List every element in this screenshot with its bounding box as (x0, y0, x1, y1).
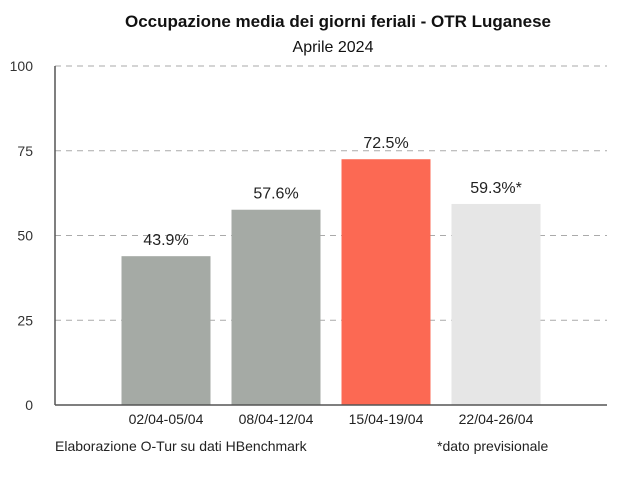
bar (121, 256, 211, 405)
x-tick-label: 22/04-26/04 (459, 411, 534, 427)
y-axis-ticks: 0 25 50 75 100 (10, 58, 34, 413)
x-tick-label: 08/04-12/04 (239, 411, 314, 427)
data-label: 57.6% (253, 186, 298, 203)
y-tick-label: 25 (17, 312, 33, 328)
y-tick-label: 75 (17, 143, 33, 159)
x-axis-ticks: 02/04-05/04 08/04-12/04 15/04-19/04 22/04-2… (129, 411, 534, 427)
data-labels: 43.9% 57.6% 72.5% 59.3%* (143, 135, 521, 249)
source-note: Elaborazione O-Tur su dati HBenchmark (55, 438, 308, 454)
y-tick-label: 100 (10, 58, 34, 74)
y-tick-label: 50 (17, 228, 33, 244)
y-tick-label: 0 (25, 397, 33, 413)
bar (451, 203, 541, 405)
forecast-note: *dato previsionale (437, 438, 549, 454)
chart-subtitle: Aprile 2024 (293, 39, 374, 56)
data-label: 43.9% (143, 232, 188, 249)
x-tick-label: 02/04-05/04 (129, 411, 204, 427)
data-label: 72.5% (363, 135, 408, 152)
bars (121, 159, 541, 405)
data-label: 59.3%* (470, 180, 522, 197)
bar (231, 209, 321, 405)
x-tick-label: 15/04-19/04 (349, 411, 424, 427)
bar (341, 159, 431, 405)
chart-title: Occupazione media dei giorni feriali - O… (125, 12, 551, 31)
